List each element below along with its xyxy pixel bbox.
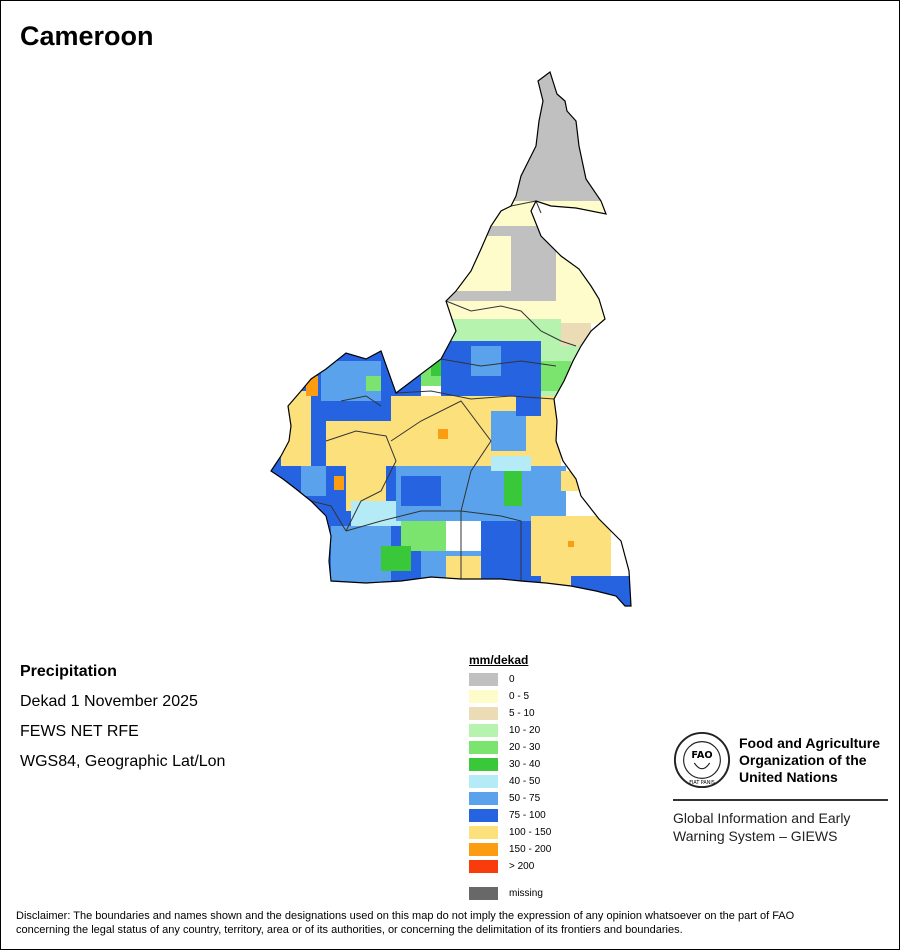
cameroon-map-svg [270,71,632,607]
legend-item: > 200 [469,858,599,875]
zone-20-30-mm [366,376,381,391]
period-label: Dekad 1 November 2025 [20,693,198,710]
legend-swatch [469,758,498,771]
zone-100-150-mm [561,471,581,491]
legend-label: 5 - 10 [509,708,535,719]
fao-giews-logo: FAO FIAT PANIS Food and Agriculture Orga… [673,731,893,845]
zone-40-50-mm [491,456,531,471]
legend-item: 0 [469,671,599,688]
legend-swatch [469,887,498,900]
zone-100-150-mm [326,421,396,466]
zone-0-5-mm [441,301,611,323]
legend-label: 0 [509,674,515,685]
rainfall-zones [271,72,631,606]
zone-0-mm [431,72,631,309]
admin-boundaries [310,200,577,581]
legend-label: 20 - 30 [509,742,541,753]
zone-75-100-mm [401,476,441,506]
legend-swatch [469,673,498,686]
zone-30-40-mm [381,546,411,571]
zone-100-150-mm [541,571,571,591]
zone-50-75-mm [491,411,526,451]
legend-label: 30 - 40 [509,759,541,770]
disclaimer-line-2: concerning the legal status of any count… [16,924,683,936]
legend-item: 0 - 5 [469,688,599,705]
zone-150-200-mm [438,429,448,439]
legend-swatch [469,843,498,856]
zone-50-75-mm [301,466,326,496]
map-title: Cameroon [20,21,154,51]
org-line-1: Food and Agriculture [739,734,881,751]
legend-swatch [469,809,498,822]
legend-item: 5 - 10 [469,705,599,722]
legend-swatch [469,860,498,873]
legend-item-missing: missing [469,885,599,902]
legend-item: 10 - 20 [469,722,599,739]
legend-label: 150 - 200 [509,844,552,855]
legend-label: 0 - 5 [509,691,530,702]
legend-label: 75 - 100 [509,810,546,821]
legend-swatch [469,826,498,839]
legend-item: 50 - 75 [469,790,599,807]
legend-title: mm/dekad [469,653,529,667]
zone-150-200-mm [568,541,574,547]
fao-emblem-icon: FAO FIAT PANIS [673,731,731,789]
data-source-label: FEWS NET RFE [20,723,139,740]
org-line-2: Organization of the [739,751,867,768]
disclaimer: Disclaimer: The boundaries and names sho… [16,909,886,937]
legend-swatch [469,741,498,754]
fao-emblem-ring-text: FIAT PANIS [689,780,715,786]
legend-label: > 200 [509,861,535,872]
precipitation-map [1,1,899,641]
giews-line-1: Global Information and Early [673,810,851,826]
giews-name: Global Information and Early Warning Sys… [673,809,893,845]
legend-label: 50 - 75 [509,793,541,804]
zone-0-5-mm [556,241,616,311]
organization-name: Food and Agriculture Organization of the… [739,735,880,786]
map-info: Precipitation Dekad 1 November 2025 FEWS… [20,657,225,777]
legend-swatch [469,775,498,788]
legend-label: 10 - 20 [509,725,541,736]
zone-50-75-mm [471,346,501,376]
legend-item: 40 - 50 [469,773,599,790]
fao-emblem-text: FAO [691,750,712,761]
logo-divider [673,799,888,801]
zone-75-100-mm [516,396,541,416]
projection-label: WGS84, Geographic Lat/Lon [20,753,226,770]
giews-line-2: Warning System – GIEWS [673,828,838,844]
zone-30-40-mm [504,471,522,506]
legend-item: 30 - 40 [469,756,599,773]
legend-swatch [469,792,498,805]
legend-label: 40 - 50 [509,776,541,787]
variable-heading: Precipitation [20,663,117,680]
zone-150-200-mm [334,476,344,490]
legend-item: 20 - 30 [469,739,599,756]
legend: mm/dekad 0 0 - 5 5 - 10 10 - 20 20 - 30 30 - … [469,653,599,902]
legend-swatch [469,690,498,703]
legend-label: missing [509,888,543,899]
legend-swatch [469,707,498,720]
legend-label: 100 - 150 [509,827,552,838]
zone-100-150-mm [281,391,311,466]
legend-swatch [469,724,498,737]
legend-item: 75 - 100 [469,807,599,824]
zone-0-5-mm [441,236,511,291]
zone-100-150-mm [446,556,486,581]
org-line-3: United Nations [739,768,838,785]
legend-item: 150 - 200 [469,841,599,858]
legend-item: 100 - 150 [469,824,599,841]
disclaimer-line-1: Disclaimer: The boundaries and names sho… [16,910,795,922]
legend-items: 0 0 - 5 5 - 10 10 - 20 20 - 30 30 - 40 40 - 50… [469,671,599,875]
